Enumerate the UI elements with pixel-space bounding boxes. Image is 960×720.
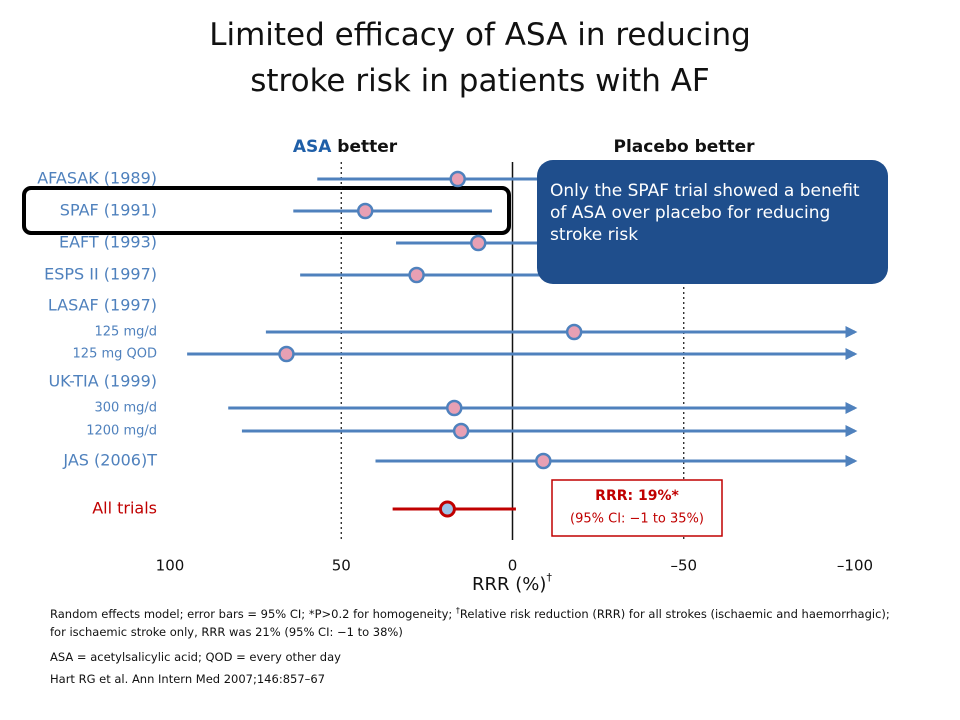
footnote-text: Relative risk reduction (RRR) for all st… [50, 606, 890, 639]
point [565, 323, 583, 341]
left-header: ASA better [293, 137, 398, 157]
footnote-text: Hart RG et al. Ann Intern Med 2007;146:8… [50, 672, 326, 686]
row-label: JAS (2006)T [62, 451, 157, 470]
left-header-highlight: ASA [293, 137, 332, 157]
row-label: 1200 mg/d [86, 424, 157, 439]
footnote: Hart RG et al. Ann Intern Med 2007;146:8… [50, 670, 900, 688]
x-label-mark: † [546, 571, 552, 584]
point [438, 500, 456, 518]
callout-box [537, 160, 888, 284]
footnote: ASA = acetylsalicylic acid; QOD = every … [50, 648, 900, 666]
callout-text: Only the SPAF trial showed a benefit of … [550, 181, 860, 245]
row-label: ESPS II (1997) [44, 265, 157, 284]
row-label: 300 mg/d [95, 401, 158, 416]
row-label: 125 mg/d [95, 325, 158, 340]
summary-box [551, 479, 723, 537]
plot-area: 100 50 0 –50 –100 AFASAK (1989) SPAF (1991) EAF… [37, 162, 873, 575]
summary-ci: (95% CI: −1 to 35%) [570, 512, 704, 527]
row-label: EAFT (1993) [59, 233, 157, 252]
footnote-text: Random effects model; error bars = 95% C… [50, 606, 456, 621]
point [470, 234, 487, 252]
left-header-text: better [331, 137, 397, 157]
x-tick-label: 100 [156, 557, 185, 575]
row-label: UK-TIA (1999) [48, 372, 157, 391]
row-label: AFASAK (1989) [37, 169, 157, 188]
x-axis-label: RRR (%)† [472, 571, 552, 595]
point [452, 422, 470, 440]
point [278, 345, 295, 363]
point [449, 170, 466, 188]
row-label: All trials [92, 499, 157, 518]
chart-title: Limited efficacy of ASA in reducing stro… [209, 17, 751, 99]
right-header: Placebo better [614, 137, 756, 157]
x-label-text: RRR (%) [472, 574, 546, 595]
summary-label: RRR: 19%* [595, 488, 679, 504]
row-label: SPAF (1991) [60, 201, 157, 220]
highlight-box [22, 186, 511, 235]
point [446, 399, 463, 417]
footnote-text: ASA = acetylsalicylic acid; QOD = every … [50, 650, 341, 664]
point [535, 452, 552, 470]
row-label: LASAF (1997) [48, 296, 157, 315]
point [408, 266, 425, 284]
row-label: 125 mg QOD [73, 347, 157, 362]
footnote-text: † [455, 606, 460, 615]
point [356, 202, 374, 220]
callout: Only the SPAF trial showed a benefit of … [550, 181, 860, 245]
x-tick-label: 50 [332, 557, 351, 575]
x-tick-label: –100 [837, 557, 873, 575]
x-tick-label: –50 [670, 557, 697, 575]
footnote: Random effects model; error bars = 95% C… [50, 602, 900, 641]
x-tick-label: 0 [508, 557, 518, 575]
